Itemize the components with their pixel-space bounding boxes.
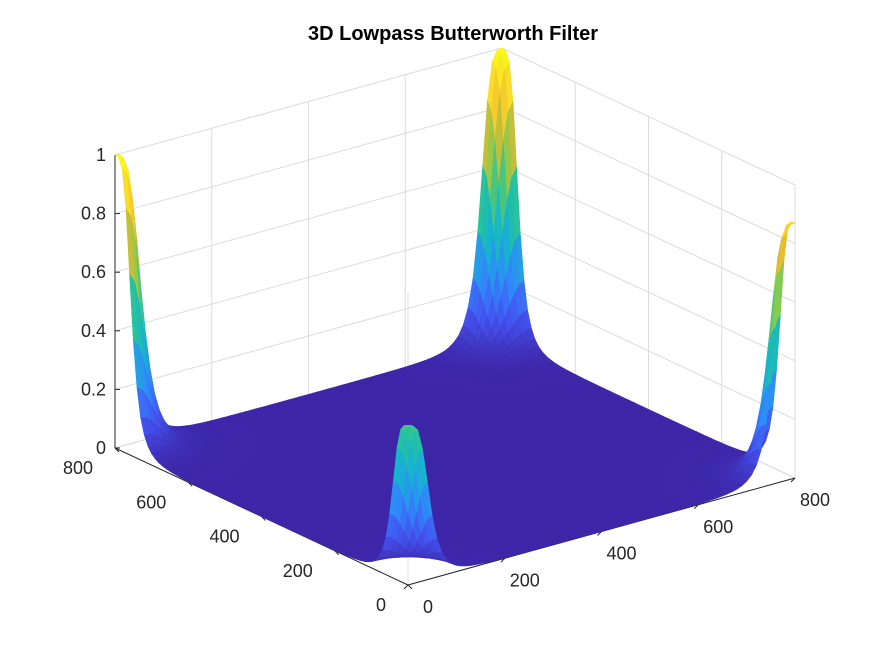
surface-patch (785, 221, 796, 226)
grid-line (114, 281, 503, 390)
x-tick-mark (693, 504, 699, 510)
x-tick-mark (597, 531, 602, 536)
grid-line (501, 223, 796, 362)
x-tick-mark (790, 477, 796, 483)
grid-line (501, 106, 796, 245)
grid-line (114, 47, 503, 156)
x-tick-mark (500, 557, 506, 563)
y-tick-mark (334, 550, 340, 556)
y-tick-mark (407, 584, 413, 590)
y-tick-mark (187, 481, 193, 487)
grid-line (114, 164, 503, 273)
x-tick-mark (403, 584, 409, 590)
grid-line (501, 164, 796, 303)
grid-line (501, 281, 796, 420)
grid-line (501, 47, 796, 186)
grid-line (114, 106, 503, 215)
y-tick-mark (114, 447, 120, 453)
y-tick-mark (261, 516, 266, 521)
grid-line (114, 223, 503, 332)
surface-mesh (114, 47, 796, 567)
